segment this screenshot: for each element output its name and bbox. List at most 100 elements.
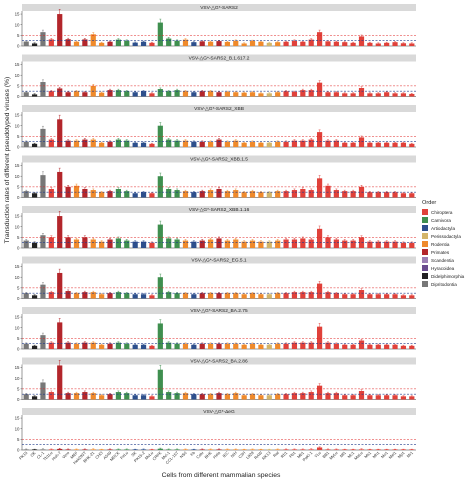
panel-title: VSV-△G*-ΔeG xyxy=(203,409,235,415)
bar xyxy=(90,292,96,299)
bar xyxy=(241,43,247,46)
bar xyxy=(199,191,205,198)
bar xyxy=(400,242,407,248)
bar xyxy=(241,92,247,97)
legend-item: Chiroptera xyxy=(422,208,474,216)
bar xyxy=(375,142,381,147)
bar xyxy=(182,140,189,147)
bar xyxy=(300,393,306,400)
bar xyxy=(258,142,264,147)
bar xyxy=(157,89,163,97)
bar xyxy=(375,93,381,97)
panel: VSV-△G*-SARS2 0 5 10 15 xyxy=(15,4,416,49)
bar xyxy=(241,294,247,299)
bar xyxy=(291,140,298,147)
bar xyxy=(300,188,306,198)
bar xyxy=(132,42,138,46)
panel: VSV-△G*-SARS2_XBB.1.16 0 5 10 15 xyxy=(15,206,416,251)
legend-swatch xyxy=(422,241,428,247)
x-tick-label: Calu xyxy=(195,450,204,459)
bar xyxy=(249,293,256,299)
legend-label: Didelphimorphia xyxy=(431,273,465,279)
bar xyxy=(400,295,407,299)
bar xyxy=(275,343,281,349)
legend-label: Dipritodontia xyxy=(431,281,457,287)
bar xyxy=(90,34,96,46)
bar xyxy=(216,92,222,97)
bar xyxy=(65,39,71,46)
legend-label: Chiroptera xyxy=(431,209,453,215)
x-tick-label: CL-1 xyxy=(35,450,45,460)
bar xyxy=(283,293,289,299)
bar xyxy=(57,322,63,349)
bar xyxy=(224,141,230,147)
x-axis-label: Cells from different mammalian species xyxy=(161,472,281,479)
x-tick-label: MEF xyxy=(69,450,79,460)
bar xyxy=(31,295,38,299)
bar xyxy=(333,393,339,400)
bar xyxy=(409,143,415,147)
bar xyxy=(291,239,298,248)
bar xyxy=(82,188,88,198)
bar xyxy=(124,191,130,198)
bar xyxy=(266,192,272,198)
bar xyxy=(124,293,130,299)
legend-swatch xyxy=(422,209,428,215)
bar xyxy=(216,139,222,147)
bar xyxy=(300,292,306,299)
y-tick-label: 5 xyxy=(17,134,20,139)
bar xyxy=(57,216,63,248)
bar xyxy=(350,240,356,248)
bar xyxy=(124,393,130,400)
bar xyxy=(224,41,230,46)
legend-swatch xyxy=(422,273,428,279)
bar xyxy=(224,191,230,198)
bar xyxy=(325,41,331,46)
bar xyxy=(115,90,122,97)
bar xyxy=(400,193,407,198)
x-tick-label: Pb1 xyxy=(288,450,297,459)
bar xyxy=(384,92,390,97)
bar xyxy=(99,42,105,46)
bar xyxy=(149,396,155,400)
bar xyxy=(358,137,365,147)
bar xyxy=(400,396,407,400)
x-tick-label: Mh1 xyxy=(371,450,381,460)
bar xyxy=(166,188,172,198)
bar xyxy=(31,396,38,400)
bar xyxy=(140,344,147,349)
bar xyxy=(90,190,96,198)
y-tick-label: 15 xyxy=(15,315,20,320)
bar xyxy=(199,240,205,248)
bar xyxy=(266,344,272,349)
x-tick-label: NS0 xyxy=(179,450,189,460)
bar xyxy=(233,239,239,248)
y-tick-label: 10 xyxy=(15,224,20,229)
bar xyxy=(40,284,46,299)
y-tick-label: 15 xyxy=(15,62,20,67)
y-tick-label: 5 xyxy=(17,184,20,189)
bar xyxy=(308,292,314,299)
bar xyxy=(283,41,289,46)
x-tick-label: BHK xyxy=(203,450,213,460)
bar xyxy=(300,41,306,46)
bar xyxy=(90,393,96,400)
bar xyxy=(57,171,63,198)
bar xyxy=(107,239,113,248)
legend-swatch xyxy=(422,225,428,231)
panel-strip xyxy=(22,206,416,213)
bar xyxy=(275,141,281,147)
legend-title: Order xyxy=(422,200,437,206)
bar xyxy=(350,294,356,299)
bar xyxy=(258,93,264,97)
legend-swatch xyxy=(422,281,428,287)
bar xyxy=(157,22,163,46)
bar xyxy=(358,289,365,299)
panel: VSV-△G*-SARS2_EG.5.1 0 5 10 15 xyxy=(15,256,416,301)
x-tick-label: BB1 xyxy=(321,450,330,459)
bar xyxy=(283,141,289,147)
bar xyxy=(23,343,29,349)
bar xyxy=(333,190,339,198)
bar xyxy=(275,240,281,248)
